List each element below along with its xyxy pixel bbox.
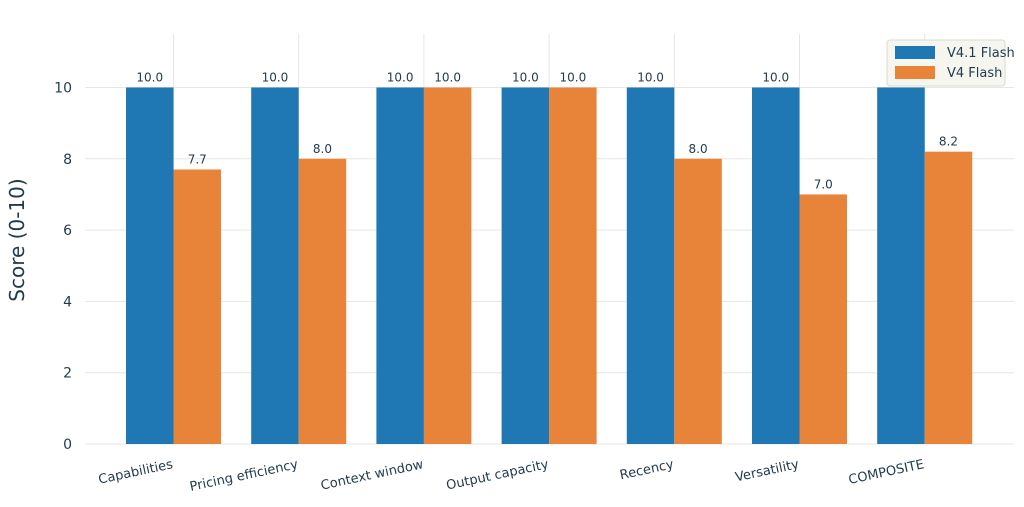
bar-value-label: 7.7 (188, 152, 207, 166)
x-tick-label: Recency (619, 457, 676, 483)
bar-value-label: 10.0 (512, 70, 539, 84)
bar-value-label: 10.0 (762, 70, 789, 84)
bar-value-label: 10.0 (434, 70, 461, 84)
bar (126, 87, 174, 444)
x-tick-label: Capabilities (97, 457, 175, 487)
y-axis-label: Score (0-10) (5, 178, 29, 301)
bar (877, 87, 925, 444)
bar-value-label: 10.0 (136, 70, 163, 84)
bar-value-label: 10.0 (559, 70, 586, 84)
bar (674, 158, 722, 445)
y-tick-label: 6 (63, 223, 72, 239)
x-tick-label: Context window (320, 457, 426, 493)
bar-value-label: 10.0 (262, 70, 289, 84)
legend-label: V4.1 Flash (947, 46, 1015, 61)
legend-label: V4 Flash (947, 66, 1002, 81)
bar-value-label: 8.0 (689, 142, 708, 156)
y-tick-label: 2 (63, 366, 72, 382)
x-tick-label: COMPOSITE (847, 457, 925, 488)
bar (924, 151, 973, 445)
bar (549, 87, 597, 444)
bar-value-label: 10.0 (637, 70, 664, 84)
bar (423, 87, 472, 444)
legend-swatch (895, 66, 935, 79)
legend-swatch (895, 46, 935, 59)
x-tick-label: Output capacity (445, 457, 550, 493)
y-tick-label: 8 (63, 152, 72, 168)
bar (173, 169, 221, 444)
bar-value-label: 8.2 (939, 135, 958, 149)
bars (126, 87, 973, 445)
legend: V4.1 Flash V4 Flash (886, 39, 1015, 87)
bar-value-label: 8.0 (313, 142, 332, 156)
bar (626, 87, 675, 444)
y-tick-label: 0 (63, 437, 72, 453)
bar (752, 87, 800, 444)
x-tick-label: Pricing efficiency (188, 457, 299, 495)
bar (298, 158, 347, 445)
bar-value-label: 10.0 (387, 70, 414, 84)
bar (376, 87, 424, 444)
y-tick-label: 4 (63, 294, 72, 310)
bar (251, 87, 299, 444)
bar-value-label: 7.0 (814, 177, 833, 191)
x-tick-label: Versatility (734, 457, 801, 485)
bar (501, 87, 550, 444)
bar (799, 194, 847, 444)
y-tick-label: 10 (54, 80, 72, 96)
x-axis: Capabilities Pricing efficiency Context wi… (97, 457, 926, 495)
y-axis: 0 2 4 6 8 10 (54, 80, 72, 453)
